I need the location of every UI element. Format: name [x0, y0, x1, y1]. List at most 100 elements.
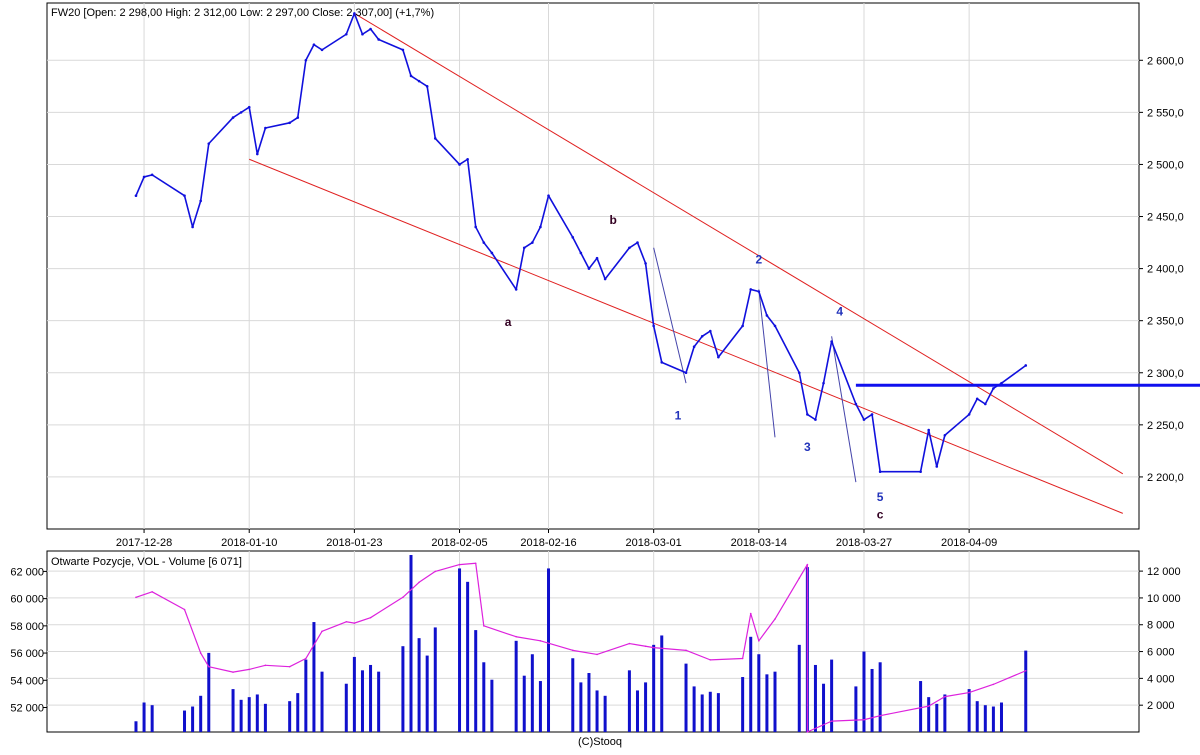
price-segment — [652, 325, 663, 363]
price-segment — [766, 314, 776, 327]
open-interest-segment — [928, 696, 946, 707]
wave-labels: a b c 1 2 3 4 5 — [505, 213, 884, 522]
price-segment — [151, 174, 185, 197]
price-segment — [944, 413, 970, 436]
channel-line — [354, 12, 1124, 475]
volume-bar — [207, 652, 211, 732]
price-segment — [539, 195, 550, 228]
right-y-tick-label: 4 000 — [1147, 673, 1175, 685]
volume-bar — [183, 710, 187, 732]
open-interest-segment — [629, 642, 646, 647]
volume-bar — [344, 683, 348, 732]
price-segment — [248, 107, 259, 155]
open-interest-segment — [944, 691, 970, 698]
open-interest-segment — [151, 591, 185, 611]
x-tick-label: 2018-03-14 — [731, 537, 787, 549]
right-y-tick-label: 2 000 — [1147, 700, 1175, 712]
y-tick-label: 2 250,0 — [1147, 420, 1184, 432]
price-segment — [636, 242, 647, 264]
price-segment — [814, 383, 825, 420]
price-segment — [822, 341, 833, 384]
volume-bar — [692, 686, 696, 732]
price-segment — [701, 330, 711, 337]
open-interest-segment — [742, 613, 752, 659]
open-interest-segment — [265, 664, 290, 668]
wave-trend-line — [653, 247, 687, 384]
right-y-tick-label: 8 000 — [1147, 620, 1175, 632]
price-segment — [741, 289, 752, 327]
y-tick-label: 2 400,0 — [1147, 264, 1184, 276]
price-segment — [466, 159, 477, 228]
volume-bar — [514, 640, 518, 732]
volume-bar — [870, 668, 874, 732]
price-segment — [289, 116, 299, 124]
open-interest-segment — [750, 613, 760, 641]
price-segment — [863, 413, 873, 421]
x-tick-label: 2018-03-27 — [836, 537, 892, 549]
price-panel-title: FW20 [Open: 2 298,00 High: 2 312,00 Low:… — [51, 7, 434, 19]
volume-bar — [320, 671, 324, 732]
x-tick-label: 2018-03-01 — [626, 537, 682, 549]
price-segment — [830, 341, 857, 405]
price-segment — [378, 38, 404, 51]
left-y-tick-label: 54 000 — [10, 675, 44, 687]
price-segment — [426, 86, 437, 139]
volume-bar — [708, 691, 712, 732]
volume-bar — [134, 721, 138, 732]
open-interest-segment — [418, 570, 436, 583]
open-interest-segment — [993, 670, 1026, 685]
volume-bar — [288, 701, 292, 732]
open-interest-segment — [596, 642, 630, 655]
volume-bar — [547, 568, 551, 732]
wave-label: 5 — [877, 490, 884, 504]
price-segment — [968, 398, 978, 415]
open-interest-segment — [807, 720, 832, 733]
price-segment — [434, 137, 461, 165]
price-segment — [523, 241, 533, 249]
wave-label: 1 — [675, 409, 682, 423]
x-tick-label: 2018-01-23 — [326, 537, 382, 549]
price-point — [1024, 364, 1028, 367]
volume-bar — [1024, 650, 1028, 732]
price-segment — [604, 247, 631, 280]
price-segment — [483, 242, 493, 254]
y-tick-label: 2 500,0 — [1147, 159, 1184, 171]
volume-bar — [741, 677, 745, 732]
price-segment — [774, 325, 800, 374]
price-segment — [572, 236, 582, 254]
volume-bar — [466, 581, 470, 732]
open-interest-segment — [305, 630, 323, 659]
left-y-tick-label: 52 000 — [10, 703, 44, 715]
left-y-tick-label: 58 000 — [10, 621, 44, 633]
wave-label: 4 — [836, 304, 843, 318]
volume-bar — [579, 682, 583, 732]
price-segment — [256, 127, 267, 155]
volume-bar — [482, 662, 486, 732]
open-interest-segment — [572, 649, 598, 656]
price-segment — [661, 361, 687, 374]
y-tick-label: 2 300,0 — [1147, 368, 1184, 380]
volume-bar — [603, 695, 607, 732]
y-tick-label: 2 450,0 — [1147, 212, 1184, 224]
open-interest-segment — [370, 596, 404, 619]
left-y-tick-label: 60 000 — [10, 594, 44, 606]
price-segment — [183, 195, 194, 228]
price-segment — [410, 75, 420, 82]
volume-panel-title: Otwarte Pozycje, VOL - Volume [6 071] — [51, 556, 242, 568]
volume-bar — [975, 701, 979, 732]
wave-trend-lines — [653, 247, 857, 483]
price-segment — [588, 257, 598, 270]
open-interest-segment — [880, 705, 929, 717]
volume-bar — [369, 664, 373, 732]
x-tick-label: 2018-01-10 — [221, 537, 277, 549]
price-segment — [362, 28, 371, 35]
left-y-tick-label: 56 000 — [10, 648, 44, 660]
open-interest-segment — [968, 683, 994, 694]
price-segment — [984, 388, 995, 405]
open-interest-segment — [653, 647, 687, 651]
price-segment — [265, 121, 290, 129]
footer-credit: (C)Stooq — [577, 736, 623, 748]
price-segment — [798, 372, 809, 415]
